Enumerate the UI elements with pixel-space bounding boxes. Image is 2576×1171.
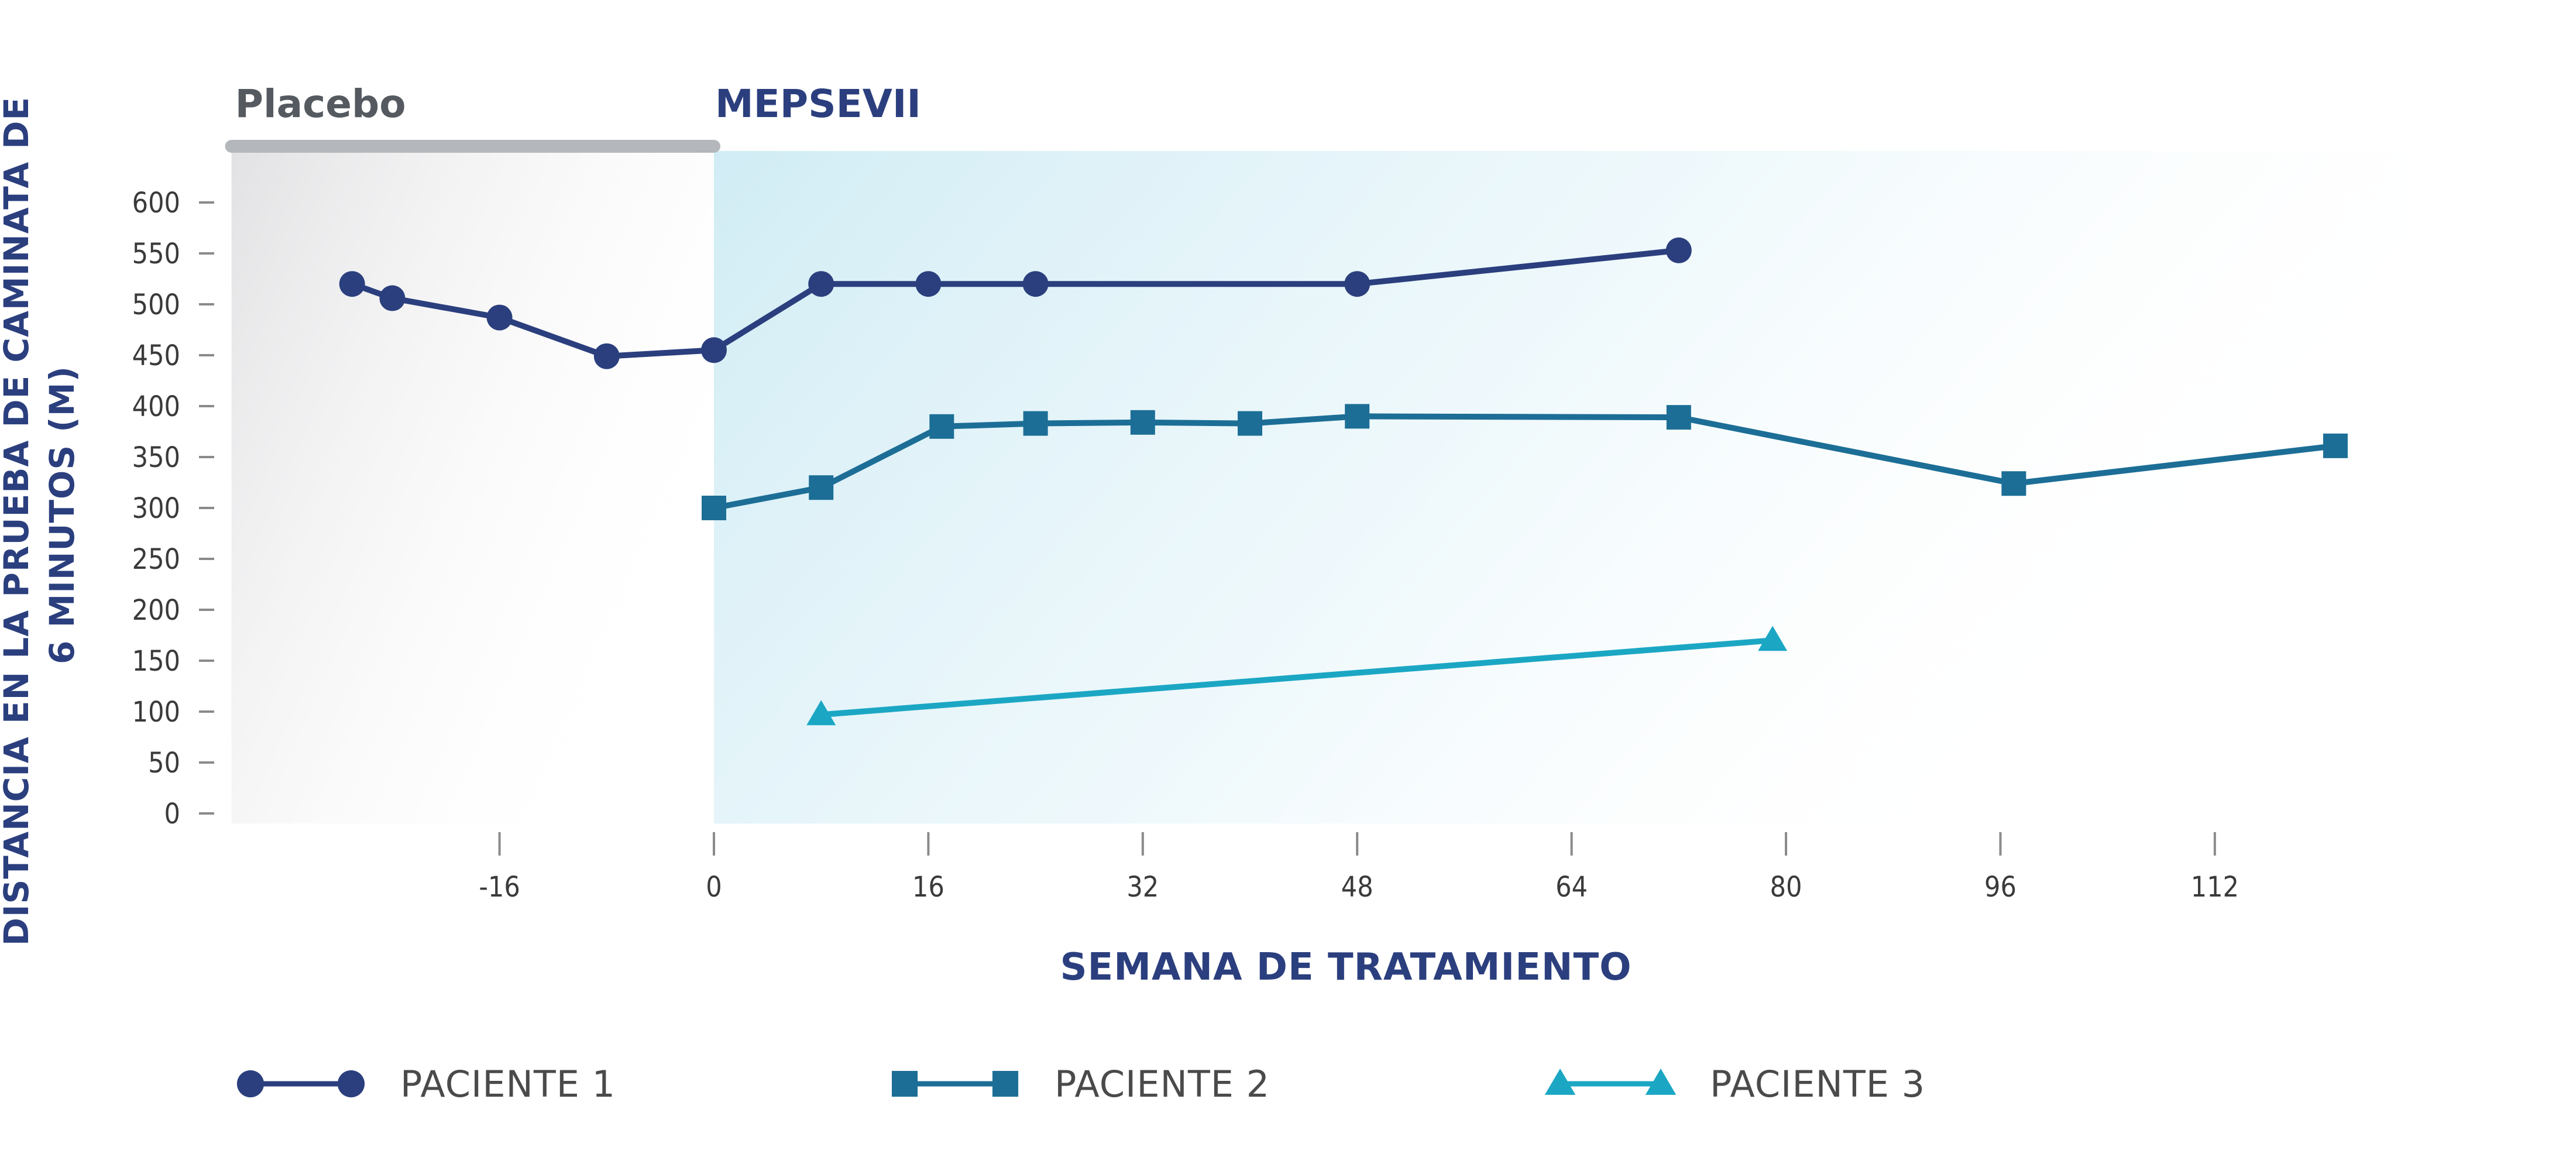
y-tick-label: 500 <box>132 289 180 321</box>
series-1-point <box>1022 271 1049 297</box>
series-2-point <box>1023 411 1048 436</box>
x-tick-label: 112 <box>2191 871 2239 904</box>
series-1-point <box>1665 237 1692 263</box>
legend-marker-1 <box>236 1070 265 1098</box>
series-3 <box>806 626 1788 726</box>
series-2-point <box>1238 411 1262 436</box>
series-2-point <box>1666 405 1691 430</box>
series-2-line <box>713 413 2336 511</box>
placebo-background <box>231 151 715 824</box>
legend-item-1: PACIENTE 1 <box>236 1063 616 1105</box>
series-1-point <box>701 337 727 363</box>
series-1-point <box>593 343 620 369</box>
series-2-point <box>1130 410 1155 435</box>
x-tick-label: 48 <box>1341 871 1373 904</box>
series-2-point <box>809 475 834 500</box>
x-tick-label: 96 <box>1984 871 2017 904</box>
x-tick-label: 0 <box>706 871 722 904</box>
legend-marker-3 <box>1645 1068 1677 1095</box>
x-tick-label: 16 <box>912 871 944 904</box>
y-tick-label: 250 <box>132 543 180 576</box>
phase-bars: Placebo MEPSEVII <box>225 81 2516 153</box>
x-tick-label: 80 <box>1770 871 1802 904</box>
series-1-point <box>339 271 365 297</box>
legend-marker-2 <box>992 1070 1019 1097</box>
y-tick-label: 200 <box>132 594 180 627</box>
x-tick-label: 32 <box>1126 871 1159 904</box>
series-1-point <box>486 304 513 331</box>
series-1-point <box>808 271 834 297</box>
mepsevii-label: MEPSEVII <box>715 81 921 126</box>
legend-marker-3 <box>1544 1068 1576 1095</box>
series-1 <box>339 237 1692 369</box>
legend-label-1: PACIENTE 1 <box>400 1063 616 1105</box>
series-1-line <box>351 247 1679 359</box>
series-2-point <box>2001 471 2027 496</box>
series-1-point <box>379 285 406 311</box>
x-axis-label: SEMANA DE TRATAMIENTO <box>1060 946 1632 989</box>
x-tick-label: 64 <box>1555 871 1588 904</box>
series-3-line <box>820 637 1773 718</box>
y-tick-label: 550 <box>132 238 180 270</box>
legend-label-3: PACIENTE 3 <box>1710 1063 1925 1105</box>
y-tick-label: 100 <box>132 696 180 729</box>
y-tick-label: 0 <box>164 798 180 830</box>
legend-item-2: PACIENTE 2 <box>891 1063 1270 1105</box>
y-axis-label: DISTANCIA EN LA PRUEBA DE CAMINATA DE 6 … <box>0 84 82 946</box>
series-2 <box>702 404 2348 520</box>
y-axis-label-line2: 6 MINUTOS (M) <box>42 366 82 664</box>
axes: 0 50 100 150 200 250 300 350 400 450 500 550 600 -16 0… <box>132 187 2239 904</box>
placebo-label: Placebo <box>235 81 406 126</box>
series-2-point <box>1345 404 1370 429</box>
mepsevii-background <box>714 151 2411 824</box>
legend-marker-2 <box>891 1070 918 1097</box>
series-1-point <box>1344 271 1371 297</box>
legend-marker-1 <box>337 1070 365 1098</box>
y-tick-label: 150 <box>132 645 180 678</box>
y-axis-label-line1: DISTANCIA EN LA PRUEBA DE CAMINATA DE <box>0 97 36 946</box>
series-1-point <box>915 271 942 297</box>
y-tick-label: 300 <box>132 492 180 525</box>
series <box>339 237 2348 726</box>
legend-item-3: PACIENTE 3 <box>1544 1063 1925 1105</box>
y-tick-label: 450 <box>132 339 180 372</box>
y-tick-label: 50 <box>148 747 180 779</box>
y-tick-label: 350 <box>132 441 180 474</box>
y-tick-label: 600 <box>132 187 180 219</box>
y-tick-label: 400 <box>132 390 180 423</box>
x-tick-label: -16 <box>479 871 520 904</box>
series-2-point <box>702 496 726 520</box>
phase-backgrounds <box>231 151 2411 824</box>
series-3-point <box>806 700 836 726</box>
series-3-point <box>1758 626 1788 651</box>
legend-label-2: PACIENTE 2 <box>1055 1063 1270 1105</box>
series-2-point <box>2323 433 2348 458</box>
series-2-point <box>929 414 954 439</box>
legend: PACIENTE 1 PACIENTE 2 PACIENTE 3 <box>236 1063 1925 1105</box>
